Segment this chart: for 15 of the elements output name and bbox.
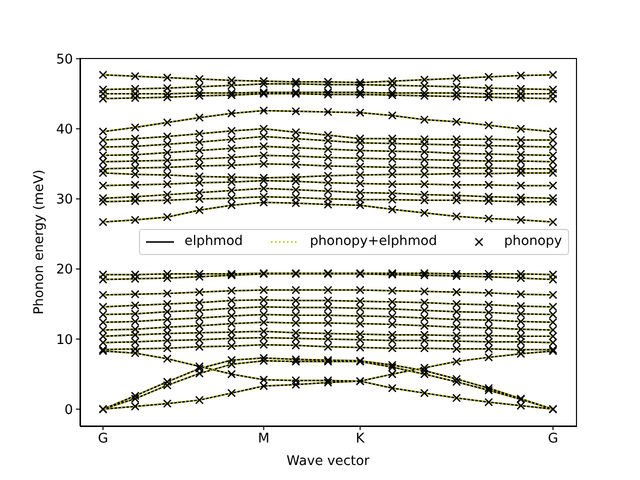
- y-tick-label: 0: [64, 402, 73, 418]
- x-tick-label: K: [356, 431, 365, 446]
- y-tick-label: 20: [56, 262, 73, 278]
- y-tick-label: 30: [56, 192, 73, 208]
- x-axis-title: Wave vector: [286, 454, 370, 469]
- x-tick-label: G: [548, 431, 558, 446]
- x-tick-label: M: [258, 431, 270, 446]
- legend-label: elphmod: [184, 234, 243, 249]
- y-tick-label: 10: [56, 332, 73, 348]
- y-tick-label: 40: [56, 122, 73, 138]
- legend-label: phonopy+elphmod: [310, 234, 438, 249]
- legend-label: phonopy: [504, 234, 562, 249]
- y-tick-label: 50: [56, 52, 73, 68]
- y-axis-title: Phonon energy (meV): [32, 170, 47, 314]
- x-tick-label: G: [98, 431, 108, 446]
